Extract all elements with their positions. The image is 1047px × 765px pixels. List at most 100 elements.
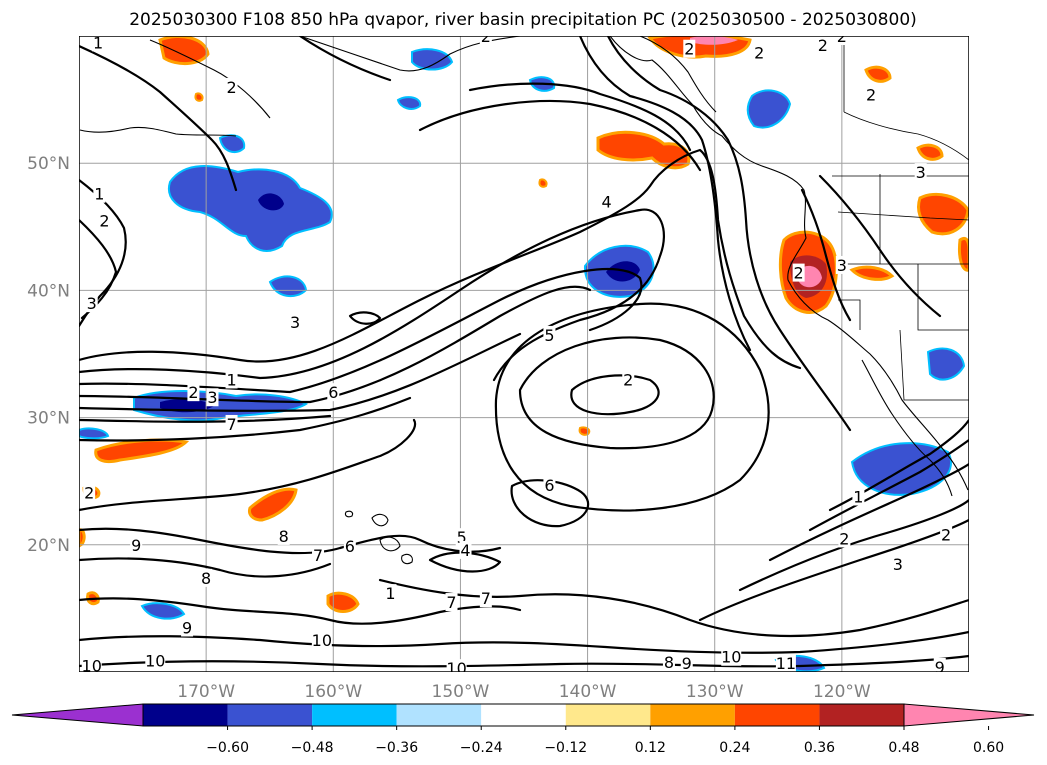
positive-blob (958, 236, 969, 272)
contour-label: 11 (776, 654, 796, 673)
colorbar-tick-label: 0.48 (888, 740, 919, 756)
lon-tick-label: 120°W (813, 682, 871, 702)
negative-blob (926, 347, 966, 381)
contour-label: 2 (794, 264, 804, 283)
contour-label: 3 (87, 294, 97, 313)
contour-label-background (225, 77, 238, 96)
contour-label: 7 (446, 593, 456, 612)
contour-label-background (459, 540, 472, 559)
lon-tick-label: 160°W (304, 682, 362, 702)
colorbar-segment (481, 704, 566, 726)
contour-label: 8 (664, 653, 674, 672)
positive-blob (849, 265, 895, 281)
contour-label: 2 (818, 36, 828, 55)
contour-label: 4 (602, 192, 612, 211)
contour-label: 2 (941, 526, 951, 545)
contour-label-background (327, 383, 340, 402)
contour-label-background (200, 568, 213, 587)
contour-label-background (835, 36, 848, 45)
colorbar-segment (734, 704, 820, 726)
lon-tick-label: 170°W (177, 682, 235, 702)
colorbar-segment (650, 704, 735, 726)
contour-label: 9 (182, 618, 192, 637)
contour-label: 1 (94, 185, 104, 204)
contour-label: 3 (207, 388, 217, 407)
longitude-tick-labels: 170°W 160°W 150°W 140°W 130°W 120°W (177, 682, 871, 702)
lat-tick-label: 20°N (27, 536, 70, 556)
contour-label: 2 (99, 211, 109, 230)
contour-label: 2 (684, 40, 694, 59)
contour-label: 2 (754, 44, 764, 63)
contour-label-background (680, 654, 693, 672)
positive-blob (194, 92, 204, 102)
contour-label: 3 (837, 256, 847, 275)
colorbar-segment (565, 704, 651, 726)
contour-label-background (446, 659, 467, 672)
contour-label-background (838, 529, 851, 548)
contour-label-background (600, 192, 613, 211)
contour-label-background (721, 647, 742, 666)
positive-blob (79, 528, 86, 548)
contour-label-background (445, 593, 458, 612)
contour-label-background (98, 211, 111, 230)
positive-blob (596, 130, 691, 170)
colorbar-segment (396, 704, 482, 726)
contour-label: 7 (313, 546, 323, 565)
contour-label: 9 (935, 658, 945, 677)
contour-label-background (816, 36, 829, 54)
negative-core (606, 261, 640, 282)
contour-label-background (343, 537, 356, 556)
contour-label: 7 (226, 415, 236, 434)
contour-label: 10 (312, 631, 332, 650)
colorbar: −0.60 −0.48 −0.36 −0.24 −0.12 0.12 0.24 0.36 0.4… (11, 703, 1035, 756)
negative-core (258, 193, 284, 211)
contour-label: 10 (145, 652, 165, 671)
contour-label-background (683, 39, 696, 58)
contour-label: 3 (290, 313, 300, 332)
contour-label: 1 (226, 370, 236, 389)
lat-tick-label: 40°N (27, 281, 70, 301)
qvapor-contours (79, 36, 969, 668)
negative-blob (411, 48, 454, 71)
positive-blob (326, 591, 360, 613)
contour-label-background (130, 535, 143, 554)
colorbar-segment (819, 704, 904, 726)
contour-label-background (852, 487, 865, 506)
contour-label: 10 (721, 648, 741, 667)
positive-blob (864, 65, 892, 83)
contour-label-background (225, 414, 238, 433)
contour-label-background (85, 294, 98, 313)
contour-label: 2 (623, 370, 633, 389)
contour-label-background (384, 584, 397, 603)
contour-label-background (622, 370, 635, 389)
contour-label-background (662, 652, 675, 671)
colorbar-tick-label: −0.12 (544, 740, 587, 756)
contour-label: 2 (84, 484, 94, 503)
contour-label-background (312, 545, 325, 564)
colorbar-segment (227, 704, 313, 726)
contour-label-background (543, 476, 556, 495)
contour-label-background (792, 263, 805, 282)
contour-label: 5 (457, 528, 467, 547)
contour-label: 2 (188, 383, 198, 402)
positive-core (690, 36, 738, 45)
colorbar-tick-label: 0.36 (804, 740, 835, 756)
colorbar-segment (312, 704, 397, 726)
contour-label: 10 (82, 657, 102, 676)
contour-label-background (93, 184, 106, 203)
lat-tick-label: 50°N (27, 154, 70, 174)
contour-label-background (81, 656, 102, 672)
negative-blob (167, 165, 333, 252)
colorbar-tick-label: 0.24 (719, 740, 750, 756)
contour-label-background (145, 651, 166, 670)
chart-title: 2025030300 F108 850 hPa qvapor, river ba… (129, 10, 917, 30)
colorbar-frame (142, 703, 905, 727)
contour-label: 5 (544, 326, 554, 345)
contour-label: 7 (481, 589, 491, 608)
contour-label-background (187, 383, 200, 402)
contour-label-background (206, 388, 219, 407)
contour-label: 2 (839, 529, 849, 548)
colorbar-extend-low (11, 703, 144, 727)
contour-label: 2 (866, 86, 876, 105)
